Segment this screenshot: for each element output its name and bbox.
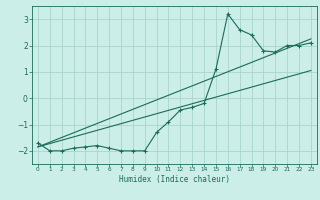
X-axis label: Humidex (Indice chaleur): Humidex (Indice chaleur) <box>119 175 230 184</box>
